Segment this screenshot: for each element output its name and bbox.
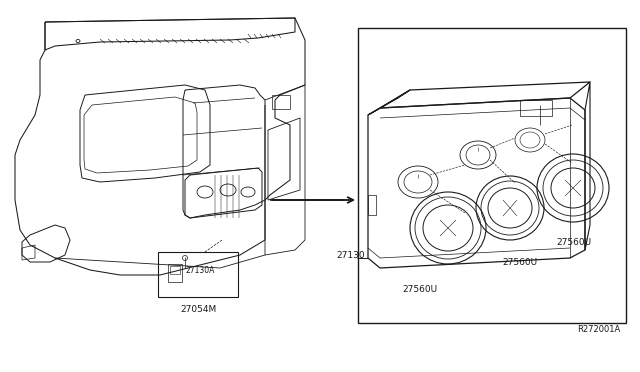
Bar bbox=[368, 195, 376, 215]
Bar bbox=[168, 264, 182, 282]
Bar bbox=[158, 252, 238, 297]
Text: R272001A: R272001A bbox=[577, 325, 620, 334]
Bar bbox=[170, 266, 180, 274]
Text: 27560U: 27560U bbox=[403, 285, 438, 294]
Text: 27560U: 27560U bbox=[556, 238, 591, 247]
Text: 27054M: 27054M bbox=[180, 305, 216, 314]
Bar bbox=[520, 100, 552, 116]
Bar bbox=[272, 95, 290, 109]
Bar bbox=[358, 28, 626, 323]
Text: 27130: 27130 bbox=[336, 250, 365, 260]
Text: 27560U: 27560U bbox=[502, 258, 537, 267]
Text: 27130A: 27130A bbox=[186, 266, 216, 275]
